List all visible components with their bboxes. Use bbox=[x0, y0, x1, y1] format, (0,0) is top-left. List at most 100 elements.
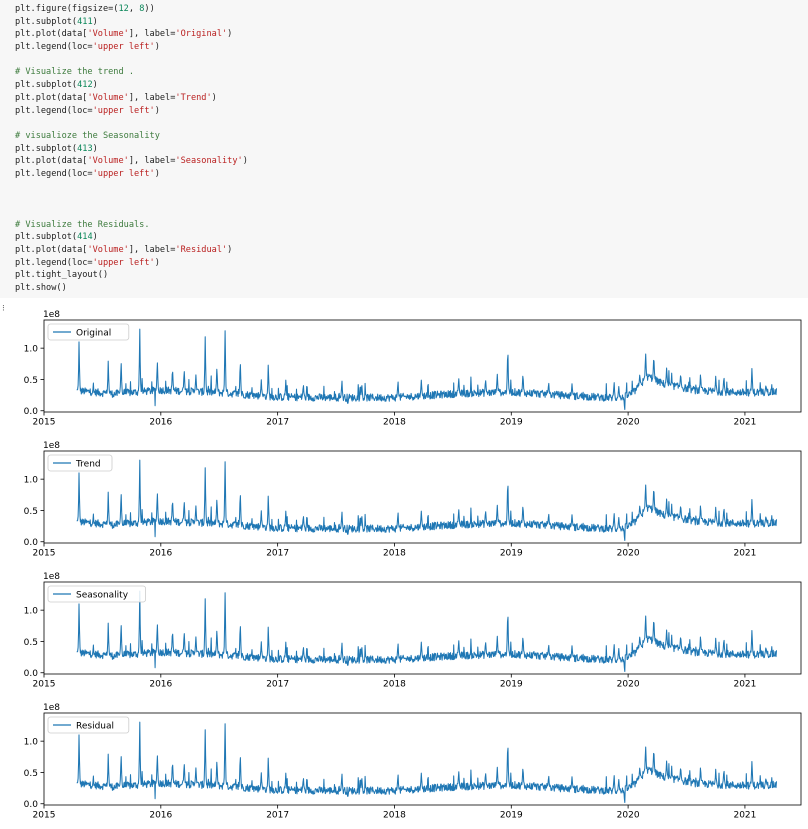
legend-box bbox=[47, 323, 130, 341]
legend: Original bbox=[47, 323, 130, 341]
legend-box bbox=[47, 585, 146, 603]
code-string: 'Residual' bbox=[175, 245, 228, 256]
code-token: ) bbox=[242, 156, 248, 167]
y-tick-label: 0.0 bbox=[24, 538, 39, 548]
code-line: plt.legend(loc='upper left') bbox=[15, 168, 808, 181]
code-string: 'upper left' bbox=[92, 257, 155, 268]
y-tick-label: 1.0 bbox=[24, 344, 39, 354]
x-tick-label: 2020 bbox=[617, 680, 640, 690]
code-line: # Visualize the Residuals. bbox=[15, 219, 808, 232]
x-tick-label: 2018 bbox=[383, 418, 406, 428]
code-token: plt.legend(loc= bbox=[15, 257, 93, 268]
x-tick-label: 2020 bbox=[617, 418, 640, 428]
code-token: plt.subplot( bbox=[15, 143, 78, 154]
code-token: ) bbox=[92, 16, 98, 27]
code-string: 'Trend' bbox=[175, 92, 212, 103]
x-tick-label: 2018 bbox=[383, 549, 406, 559]
legend-box bbox=[47, 716, 130, 734]
x-tick-label: 2016 bbox=[149, 418, 172, 428]
code-token: , bbox=[128, 4, 140, 14]
code-token: ) bbox=[92, 232, 98, 243]
legend-label: Residual bbox=[76, 721, 114, 731]
x-tick-label: 2019 bbox=[500, 549, 523, 559]
y-tick-label: 1.0 bbox=[24, 606, 39, 616]
output-marker[interactable]: ⁝ bbox=[2, 304, 5, 314]
code-token: plt.plot(data[ bbox=[15, 156, 88, 167]
code-token: plt.plot(data[ bbox=[15, 29, 88, 40]
code-token: ) bbox=[154, 168, 160, 179]
x-tick-label: 2015 bbox=[33, 680, 56, 690]
y-tick-label: 0.5 bbox=[24, 769, 38, 779]
code-string: 'upper left' bbox=[92, 168, 155, 179]
code-line: plt.subplot(413) bbox=[15, 143, 808, 156]
y-tick-label: 0.0 bbox=[24, 407, 39, 417]
x-tick-label: 2020 bbox=[617, 811, 640, 821]
code-token: ) bbox=[227, 245, 233, 256]
code-number: 413 bbox=[77, 143, 93, 154]
code-string: 'Original' bbox=[175, 29, 228, 40]
y-tick-label: 0.5 bbox=[24, 507, 38, 517]
code-token: plt.plot(data[ bbox=[15, 92, 88, 103]
code-string: 'Volume' bbox=[87, 156, 129, 167]
code-token: plt.plot(data[ bbox=[15, 245, 88, 256]
subplot-trend: 1e8 0.0 0.5 1.0 2015 2016 2017 2018 2019 2020 2021… bbox=[24, 441, 802, 559]
legend-label: Seasonality bbox=[76, 590, 129, 600]
code-line bbox=[15, 117, 808, 130]
code-string: 'Volume' bbox=[87, 29, 129, 40]
code-token: plt.legend(loc= bbox=[15, 42, 93, 53]
code-number: 8 bbox=[139, 4, 145, 14]
x-tick-label: 2020 bbox=[617, 549, 640, 559]
x-tick-label: 2021 bbox=[733, 680, 756, 690]
y-tick-label: 0.0 bbox=[24, 669, 39, 679]
y-tick-label: 1.0 bbox=[24, 737, 39, 747]
x-tick-label: 2015 bbox=[33, 418, 56, 428]
axes-frame bbox=[43, 319, 802, 413]
legend: Trend bbox=[47, 454, 113, 472]
code-editor[interactable]: plt.figure(figsize=(12, 8)) plt.subplot(4… bbox=[15, 3, 808, 295]
x-tick-label: 2018 bbox=[383, 811, 406, 821]
code-line: plt.legend(loc='upper left') bbox=[15, 41, 808, 54]
code-string: 'Volume' bbox=[87, 92, 129, 103]
legend-label: Original bbox=[76, 328, 111, 338]
code-token: ], label= bbox=[128, 92, 176, 103]
legend: Seasonality bbox=[47, 585, 146, 603]
code-line: plt.figure(figsize=(12, 8)) bbox=[15, 3, 808, 16]
code-token: plt.legend(loc= bbox=[15, 168, 93, 179]
code-token: plt.subplot( bbox=[15, 16, 78, 27]
figure-output: 1e8 0.0 0.5 1.0 2015 2016 2017 2018 2019 2020 2021… bbox=[24, 310, 802, 821]
code-token: plt.legend(loc= bbox=[15, 105, 93, 116]
code-line: plt.show() bbox=[15, 282, 808, 295]
axes-frame bbox=[43, 450, 802, 544]
x-tick-label: 2016 bbox=[149, 549, 172, 559]
code-token: plt.subplot( bbox=[15, 232, 78, 243]
code-string: 'upper left' bbox=[92, 42, 155, 53]
x-tick-label: 2019 bbox=[500, 680, 523, 690]
code-line: plt.legend(loc='upper left') bbox=[15, 105, 808, 118]
code-line bbox=[15, 54, 808, 67]
code-token: ) bbox=[154, 257, 160, 268]
code-cell[interactable]: plt.figure(figsize=(12, 8)) plt.subplot(4… bbox=[0, 0, 808, 298]
legend: Residual bbox=[47, 716, 130, 734]
x-tick-label: 2021 bbox=[733, 811, 756, 821]
code-line bbox=[15, 193, 808, 206]
code-string: 'Seasonality' bbox=[175, 156, 243, 167]
x-tick-label: 2016 bbox=[149, 811, 172, 821]
legend-box bbox=[47, 454, 113, 472]
axes-frame bbox=[43, 712, 802, 806]
code-token: ], label= bbox=[128, 29, 176, 40]
code-token: plt.subplot( bbox=[15, 80, 78, 91]
series-line bbox=[76, 590, 778, 673]
code-line: # visualioze the Seasonality bbox=[15, 130, 808, 143]
x-tick-label: 2019 bbox=[500, 418, 523, 428]
x-tick-label: 2017 bbox=[266, 811, 289, 821]
axis-scale-label: 1e8 bbox=[43, 310, 60, 320]
code-number: 411 bbox=[77, 16, 93, 27]
code-string: 'Volume' bbox=[87, 245, 129, 256]
code-token: ], label= bbox=[128, 156, 176, 167]
code-line bbox=[15, 181, 808, 194]
code-line: # Visualize the trend . bbox=[15, 66, 808, 79]
x-tick-label: 2017 bbox=[266, 549, 289, 559]
axes-frame bbox=[43, 581, 802, 675]
code-comment: # visualioze the Seasonality bbox=[15, 130, 160, 141]
code-token: )) bbox=[144, 4, 155, 14]
